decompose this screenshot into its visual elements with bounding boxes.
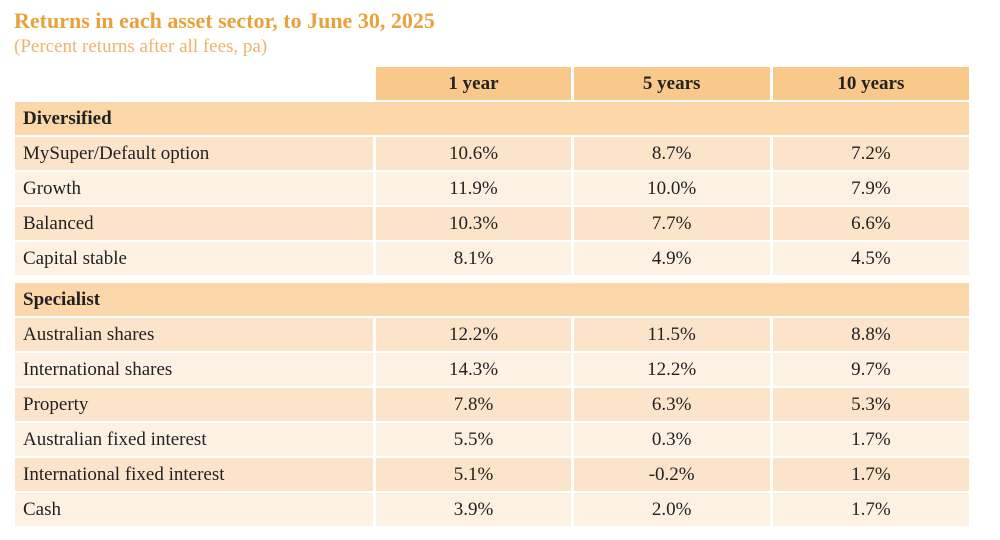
return-cell: 4.9%: [573, 242, 770, 275]
return-cell: 7.9%: [772, 172, 969, 205]
section-row: Diversified: [15, 102, 969, 135]
return-cell: 8.7%: [573, 137, 770, 170]
return-cell: 8.1%: [376, 242, 571, 275]
return-cell: 1.7%: [772, 493, 969, 526]
data-row: MySuper/Default option 10.6% 8.7% 7.2%: [15, 137, 969, 170]
return-cell: 12.2%: [573, 353, 770, 386]
return-cell: 3.9%: [376, 493, 571, 526]
data-row: Balanced 10.3% 7.7% 6.6%: [15, 207, 969, 240]
subtitle: (Percent returns after all fees, pa): [14, 36, 268, 57]
data-row: Capital stable 8.1% 4.9% 4.5%: [15, 242, 969, 275]
gap-cell: [15, 277, 969, 281]
data-row: Growth 11.9% 10.0% 7.9%: [15, 172, 969, 205]
title: Returns in each asset sector, to June 30…: [14, 8, 435, 33]
data-row: International fixed interest 5.1% -0.2% 1.7…: [15, 458, 969, 491]
data-row: International shares 14.3% 12.2% 9.7%: [15, 353, 969, 386]
data-row: Australian fixed interest 5.5% 0.3% 1.7%: [15, 423, 969, 456]
column-header: 10 years: [772, 67, 969, 100]
return-cell: 7.2%: [772, 137, 969, 170]
return-cell: 10.0%: [573, 172, 770, 205]
header-blank: [15, 67, 373, 100]
return-cell: 12.2%: [376, 318, 571, 351]
row-label: Capital stable: [15, 242, 374, 275]
return-cell: 0.3%: [573, 423, 770, 456]
section-gap: [15, 277, 969, 281]
return-cell: 4.5%: [772, 242, 969, 275]
column-header: 1 year: [376, 67, 571, 100]
return-cell: 14.3%: [376, 353, 571, 386]
return-cell: 5.5%: [376, 423, 571, 456]
return-cell: -0.2%: [573, 458, 770, 491]
section-label: Specialist: [15, 283, 969, 316]
return-cell: 11.5%: [573, 318, 770, 351]
row-label: Property: [15, 388, 374, 421]
row-label: MySuper/Default option: [15, 137, 374, 170]
data-row: Australian shares 12.2% 11.5% 8.8%: [15, 318, 969, 351]
return-cell: 7.8%: [376, 388, 571, 421]
returns-table: 1 year 5 years 10 years Diversified MySuper/…: [12, 65, 972, 528]
data-row: Property 7.8% 6.3% 5.3%: [15, 388, 969, 421]
return-cell: 11.9%: [376, 172, 571, 205]
return-cell: 9.7%: [772, 353, 969, 386]
section-row: Specialist: [15, 283, 969, 316]
row-label: International shares: [15, 353, 374, 386]
return-cell: 1.7%: [772, 458, 969, 491]
row-label: Australian fixed interest: [15, 423, 374, 456]
return-cell: 6.3%: [573, 388, 770, 421]
return-cell: 2.0%: [573, 493, 770, 526]
row-label: Australian shares: [15, 318, 374, 351]
return-cell: 10.3%: [376, 207, 571, 240]
return-cell: 6.6%: [772, 207, 969, 240]
row-label: Cash: [15, 493, 374, 526]
header-row: 1 year 5 years 10 years: [15, 67, 969, 100]
return-cell: 5.1%: [376, 458, 571, 491]
return-cell: 7.7%: [573, 207, 770, 240]
return-cell: 1.7%: [772, 423, 969, 456]
return-cell: 8.8%: [772, 318, 969, 351]
row-label: Growth: [15, 172, 374, 205]
data-row: Cash 3.9% 2.0% 1.7%: [15, 493, 969, 526]
row-label: International fixed interest: [15, 458, 374, 491]
section-label: Diversified: [15, 102, 969, 135]
return-cell: 10.6%: [376, 137, 571, 170]
column-header: 5 years: [573, 67, 770, 100]
return-cell: 5.3%: [772, 388, 969, 421]
row-label: Balanced: [15, 207, 374, 240]
